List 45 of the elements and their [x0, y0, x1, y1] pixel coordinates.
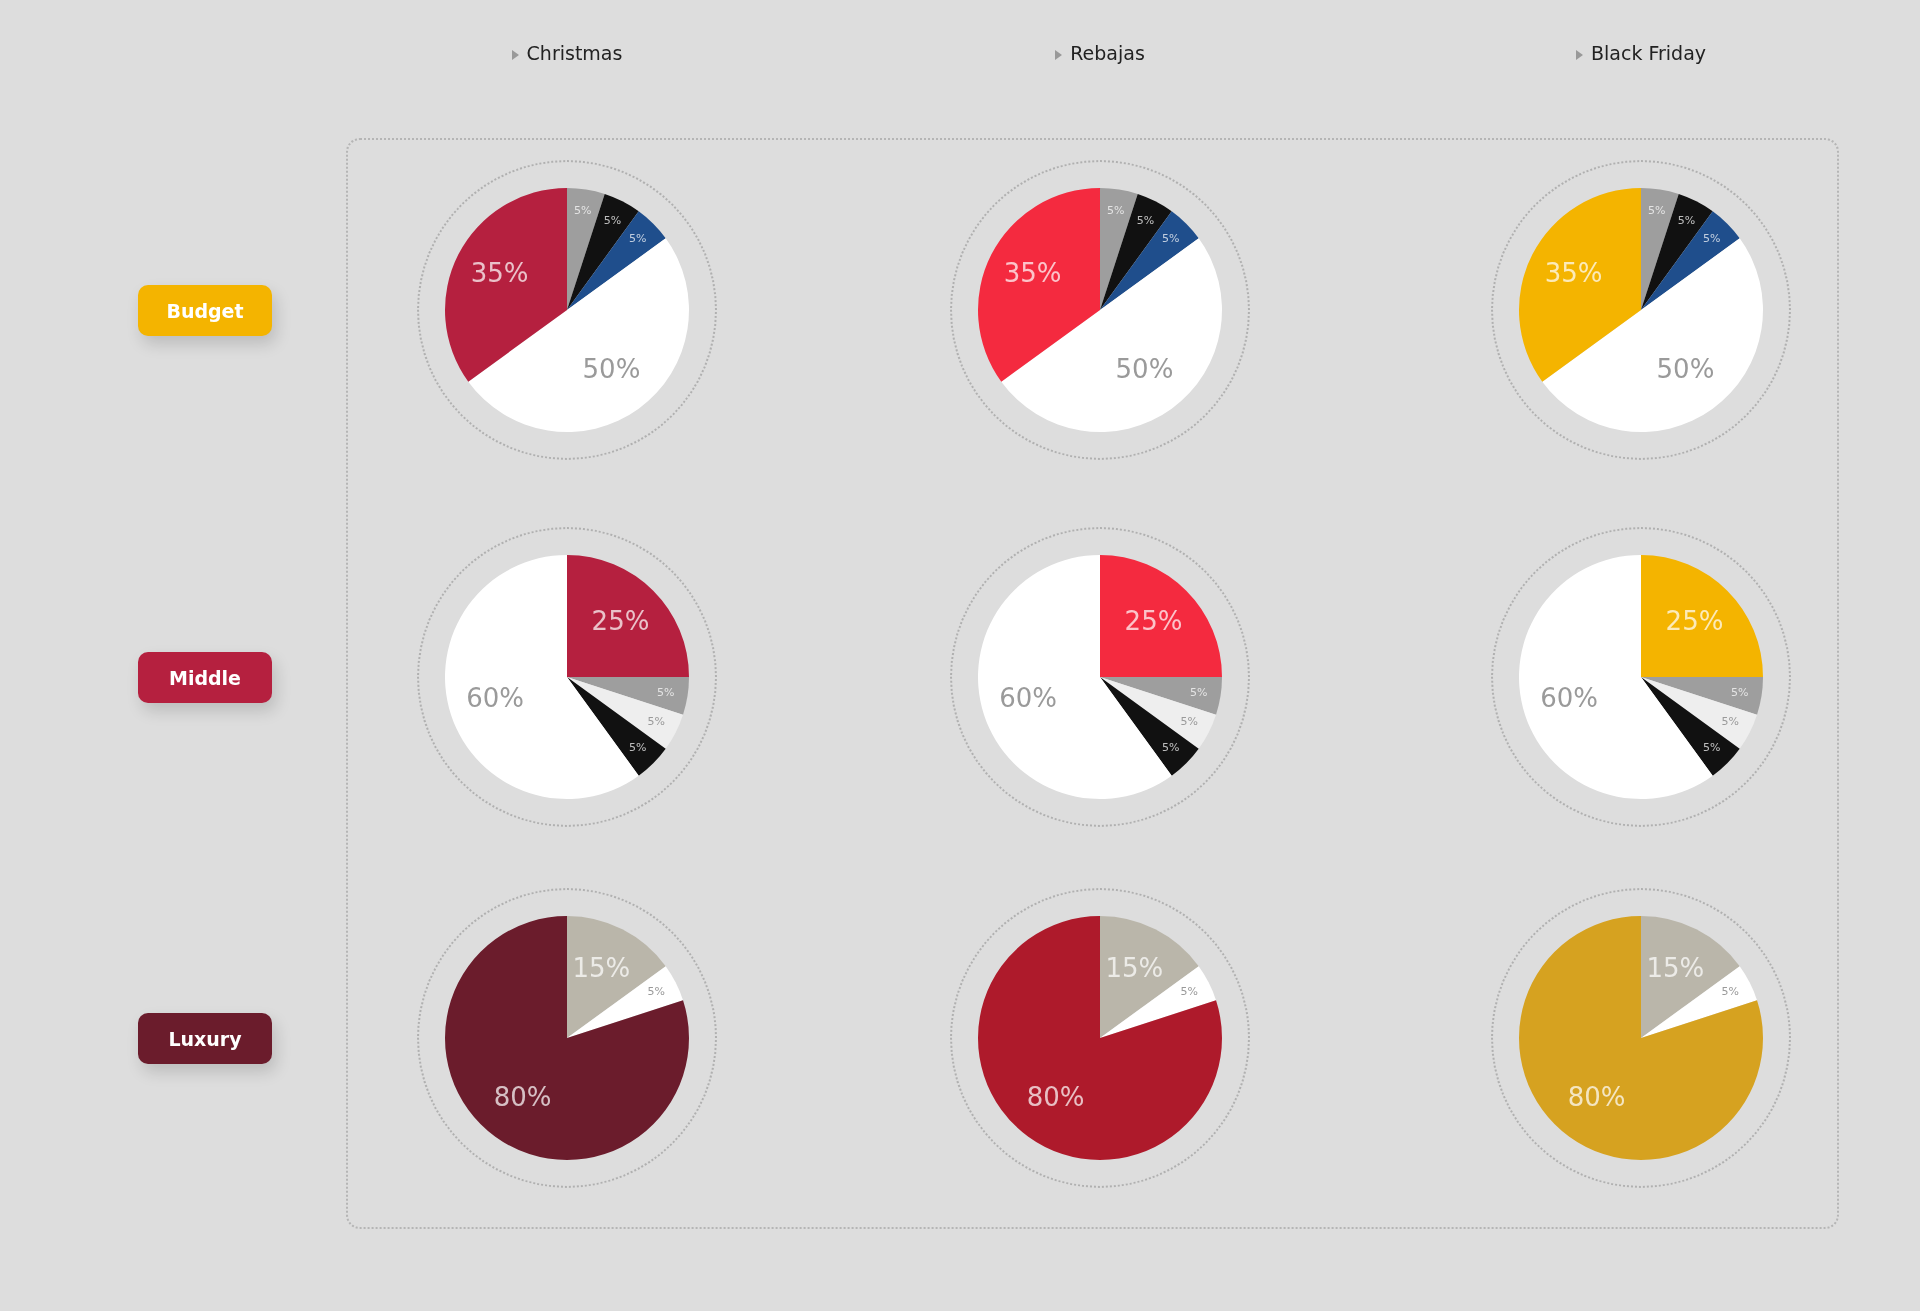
text: Luxury	[138, 1013, 272, 1064]
data-label: 80%	[1026, 1081, 1085, 1112]
data-label: 50%	[582, 353, 641, 384]
text: Budget	[138, 285, 272, 336]
data-label: 5%	[1180, 985, 1198, 999]
data-label: 25%	[591, 606, 650, 637]
data-label: 5%	[1162, 232, 1180, 246]
data-label: 25%	[1124, 606, 1183, 637]
data-label: 5%	[647, 715, 665, 729]
data-label: 60%	[999, 683, 1057, 714]
chart-title: Christmas	[526, 42, 623, 64]
data-label: 5%	[1721, 985, 1739, 999]
data-label: 5%	[1136, 213, 1155, 227]
chart-title: Black Friday	[1590, 42, 1707, 64]
text: Middle	[138, 652, 272, 703]
data-label: 80%	[493, 1081, 552, 1112]
data-label: 15%	[1646, 953, 1705, 984]
data-label: 35%	[1003, 258, 1062, 289]
data-label: 5%	[1721, 715, 1739, 729]
data-label: 25%	[1665, 606, 1724, 637]
data-label: 5%	[629, 232, 647, 246]
data-label: 5%	[1703, 232, 1721, 246]
data-label: 5%	[1647, 204, 1666, 218]
data-label: 5%	[1106, 204, 1125, 218]
data-label: 5%	[573, 204, 592, 218]
data-label: 35%	[1544, 258, 1603, 289]
data-label: 35%	[470, 258, 529, 289]
data-label: 15%	[572, 953, 631, 984]
data-label: 5%	[1162, 740, 1180, 754]
data-label: 5%	[629, 740, 647, 754]
data-label: 5%	[1677, 213, 1696, 227]
data-label: 5%	[657, 685, 675, 699]
chart-title: Rebajas	[1070, 42, 1145, 64]
data-label: 60%	[1540, 683, 1598, 714]
data-label: 5%	[1731, 685, 1749, 699]
data-label: 50%	[1656, 353, 1715, 384]
data-label: 5%	[647, 985, 665, 999]
data-label: 5%	[1190, 685, 1208, 699]
data-label: 5%	[1180, 715, 1198, 729]
data-label: 80%	[1567, 1081, 1626, 1112]
data-label: 60%	[466, 683, 524, 714]
data-label: 5%	[1703, 740, 1721, 754]
data-label: 5%	[603, 213, 622, 227]
data-label: 50%	[1115, 353, 1174, 384]
data-label: 15%	[1105, 953, 1164, 984]
